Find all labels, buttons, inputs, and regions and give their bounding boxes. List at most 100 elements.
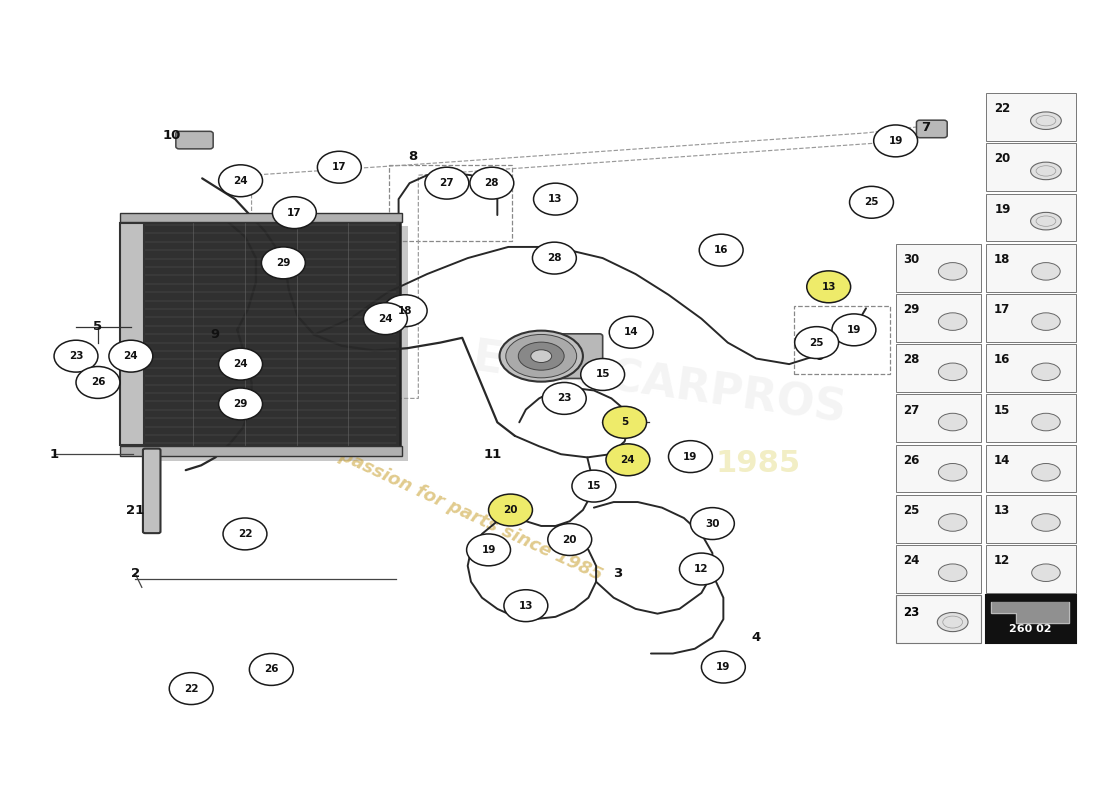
Circle shape [262, 247, 306, 279]
Circle shape [425, 167, 469, 199]
Text: 24: 24 [233, 176, 248, 186]
Ellipse shape [938, 262, 967, 280]
Text: 19: 19 [482, 545, 496, 555]
Circle shape [572, 470, 616, 502]
Text: 19: 19 [889, 136, 903, 146]
FancyBboxPatch shape [895, 495, 981, 542]
Text: 27: 27 [440, 178, 454, 188]
Text: 3: 3 [614, 567, 623, 580]
Ellipse shape [1032, 313, 1060, 330]
Ellipse shape [1031, 112, 1062, 130]
Circle shape [363, 302, 407, 334]
FancyBboxPatch shape [895, 344, 981, 392]
Text: 29: 29 [276, 258, 290, 268]
Circle shape [504, 590, 548, 622]
Text: 24: 24 [233, 359, 248, 369]
Text: 20: 20 [562, 534, 578, 545]
Text: 22: 22 [184, 683, 198, 694]
Circle shape [470, 167, 514, 199]
Text: 28: 28 [547, 253, 562, 263]
Text: 28: 28 [485, 178, 499, 188]
Text: 24: 24 [903, 554, 920, 567]
Circle shape [76, 366, 120, 398]
Ellipse shape [1031, 212, 1062, 230]
Ellipse shape [506, 334, 576, 378]
Circle shape [109, 340, 153, 372]
Text: 19: 19 [847, 325, 861, 335]
Text: 14: 14 [993, 454, 1010, 466]
Circle shape [542, 382, 586, 414]
Text: 16: 16 [993, 354, 1010, 366]
Ellipse shape [938, 463, 967, 481]
Text: 21: 21 [126, 503, 144, 517]
Circle shape [273, 197, 317, 229]
Text: 17: 17 [332, 162, 346, 172]
Circle shape [609, 316, 653, 348]
Circle shape [806, 271, 850, 302]
Text: 18: 18 [398, 306, 412, 316]
Text: 12: 12 [694, 564, 708, 574]
Text: 20: 20 [994, 152, 1011, 166]
Text: 15: 15 [993, 403, 1010, 417]
Circle shape [691, 508, 735, 539]
Text: 1: 1 [50, 448, 58, 461]
Ellipse shape [518, 342, 564, 370]
FancyBboxPatch shape [120, 213, 402, 222]
Ellipse shape [1032, 514, 1060, 531]
FancyBboxPatch shape [986, 495, 1076, 542]
Circle shape [832, 314, 876, 346]
Text: 30: 30 [903, 253, 920, 266]
FancyBboxPatch shape [986, 143, 1076, 191]
FancyBboxPatch shape [986, 194, 1076, 242]
Text: 26: 26 [903, 454, 920, 466]
Circle shape [169, 673, 213, 705]
Text: 15: 15 [586, 481, 601, 491]
Ellipse shape [938, 414, 967, 431]
Circle shape [318, 151, 361, 183]
Text: 14: 14 [624, 327, 638, 338]
Circle shape [54, 340, 98, 372]
Circle shape [466, 534, 510, 566]
Text: 2: 2 [131, 567, 140, 580]
FancyBboxPatch shape [120, 223, 144, 446]
Text: 20: 20 [504, 505, 518, 515]
Text: 25: 25 [903, 504, 920, 517]
FancyBboxPatch shape [895, 394, 981, 442]
Text: 19: 19 [994, 202, 1011, 216]
FancyBboxPatch shape [176, 131, 213, 149]
Text: 24: 24 [123, 351, 139, 361]
Text: 13: 13 [822, 282, 836, 292]
Text: 5: 5 [94, 320, 102, 333]
FancyBboxPatch shape [986, 294, 1076, 342]
Text: 29: 29 [903, 303, 920, 316]
Ellipse shape [1032, 262, 1060, 280]
Text: 7: 7 [921, 121, 929, 134]
Circle shape [873, 125, 917, 157]
FancyBboxPatch shape [151, 226, 408, 462]
Text: 22: 22 [994, 102, 1011, 115]
FancyBboxPatch shape [895, 244, 981, 291]
Ellipse shape [937, 613, 968, 632]
Text: 10: 10 [163, 129, 180, 142]
Ellipse shape [531, 350, 551, 362]
Text: 260 02: 260 02 [1010, 624, 1052, 634]
FancyBboxPatch shape [143, 449, 161, 533]
FancyBboxPatch shape [916, 120, 947, 138]
Polygon shape [991, 602, 1069, 623]
Ellipse shape [1032, 564, 1060, 582]
Circle shape [603, 406, 647, 438]
Text: 30: 30 [705, 518, 719, 529]
Text: 8: 8 [408, 150, 418, 163]
Ellipse shape [938, 363, 967, 381]
Text: 17: 17 [993, 303, 1010, 316]
Text: 23: 23 [557, 394, 572, 403]
Text: 23: 23 [903, 606, 920, 618]
Ellipse shape [499, 330, 583, 382]
Text: 19: 19 [683, 452, 697, 462]
Circle shape [680, 553, 724, 585]
Circle shape [250, 654, 294, 686]
Text: 4: 4 [751, 631, 761, 644]
Ellipse shape [938, 313, 967, 330]
Text: 11: 11 [484, 448, 502, 461]
Ellipse shape [1032, 363, 1060, 381]
